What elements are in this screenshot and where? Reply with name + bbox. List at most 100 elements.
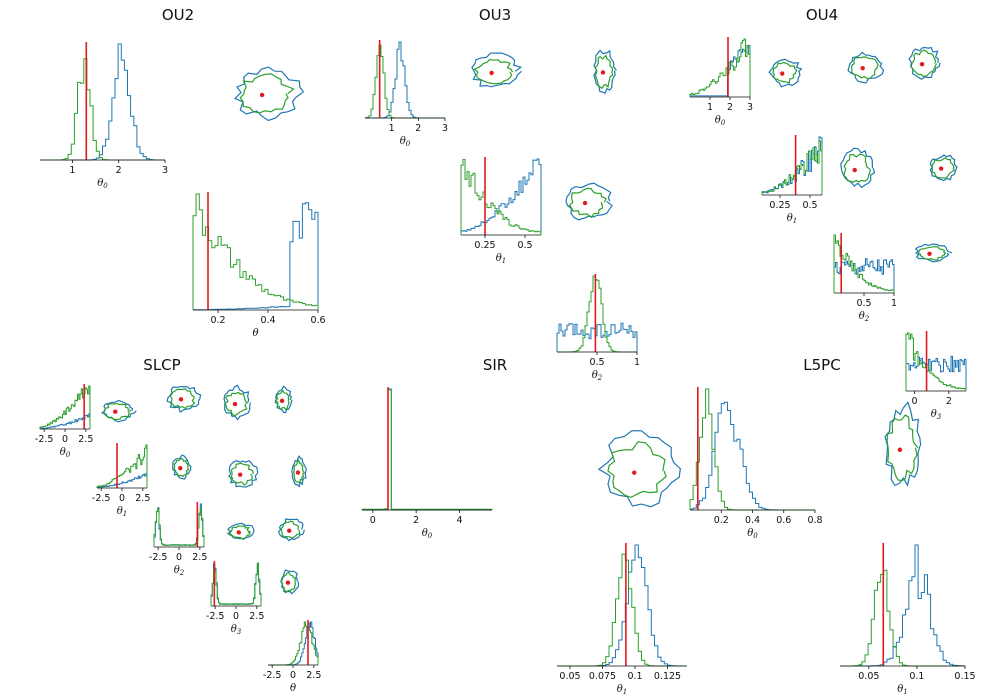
approx-contour <box>843 153 871 183</box>
x-tick-label: 0.1 <box>627 671 642 682</box>
x-axis-label: θ0 <box>60 447 71 459</box>
x-axis-label-sub: 1 <box>903 688 907 696</box>
x-axis-label: θ1 <box>617 684 628 696</box>
true-value-point <box>852 167 857 173</box>
approx-contour <box>224 391 249 417</box>
x-tick-label: 1 <box>389 123 395 134</box>
true-value-point <box>860 66 865 71</box>
x-tick-label: 0.2 <box>714 515 729 526</box>
approx-histogram <box>460 158 542 235</box>
x-tick-label: 0.2 <box>210 315 225 326</box>
x-tick-label: -2.5 <box>149 552 168 563</box>
approx-histogram <box>761 140 823 195</box>
true-value-point <box>232 401 238 407</box>
true-value-point <box>259 92 265 98</box>
approx-histogram <box>361 388 493 510</box>
x-axis-label: θ1 <box>787 213 798 225</box>
x-tick-label: 2.5 <box>78 434 93 445</box>
approx-contour <box>274 389 290 411</box>
x-axis-label-sub: 1 <box>502 257 506 265</box>
reference-contour <box>847 51 885 84</box>
reference-contour <box>840 147 876 189</box>
x-axis-label: θ2 <box>174 565 185 577</box>
x-axis-label: θ1 <box>496 253 507 265</box>
x-axis-label-sub: 3 <box>237 628 242 636</box>
x-axis-label: θ3 <box>931 409 942 421</box>
x-axis-label: θ2 <box>592 370 603 382</box>
approx-contour <box>910 49 937 78</box>
approx-contour <box>568 187 607 219</box>
x-tick-label: 2 <box>116 165 122 176</box>
approx-histogram <box>833 234 895 293</box>
x-axis-label-sub: 2 <box>179 569 185 577</box>
panel-l5pc: L5PC 0.2 0.4 0.6 0.8 θ0 0.05 0.1 0.15 θ1 <box>689 356 976 696</box>
approx-contour <box>228 525 251 540</box>
x-tick-label: 0.6 <box>310 315 325 326</box>
x-tick-label: 0.25 <box>769 200 790 211</box>
x-tick-label: 2 <box>415 123 421 134</box>
x-axis-label: θ2 <box>859 311 870 323</box>
x-axis-label: θ0 <box>400 136 411 148</box>
panel-title: SLCP <box>143 356 180 374</box>
x-tick-label: 0.8 <box>807 515 822 526</box>
x-axis-label-sub: 0 <box>753 532 758 540</box>
x-tick-label: 0.25 <box>474 240 495 251</box>
approx-contour <box>239 73 295 114</box>
x-axis-label: θ <box>290 683 296 694</box>
x-tick-label: 2 <box>727 102 733 113</box>
x-axis-label-sub: 1 <box>623 688 627 696</box>
reference-contour <box>908 46 941 80</box>
reference-histogram <box>833 258 895 293</box>
reference-contour <box>471 52 523 88</box>
reference-contour <box>166 385 202 413</box>
true-value-point <box>295 470 301 475</box>
approx-contour <box>292 459 305 484</box>
approx-histogram <box>268 621 319 666</box>
true-value-point <box>279 398 285 404</box>
x-axis-label-sub: 0 <box>103 182 108 190</box>
reference-histogram <box>761 136 823 195</box>
reference-histogram <box>460 158 542 235</box>
reference-contour <box>291 454 307 488</box>
reference-contour <box>597 430 682 508</box>
x-axis-label-sub: 0 <box>66 451 71 459</box>
panel-ou3: OU3 1 2 3 θ0 0.25 0.5 θ1 0.5 1 θ2 <box>364 6 640 382</box>
true-value-point <box>285 580 291 585</box>
approx-contour <box>850 56 879 80</box>
approx-contour <box>931 156 956 179</box>
true-value-point <box>938 166 944 171</box>
reference-contour <box>914 243 953 263</box>
approx-contour <box>772 61 798 84</box>
x-tick-label: 0 <box>62 434 68 445</box>
approx-histogram <box>153 508 205 547</box>
true-value-point <box>237 472 243 477</box>
x-tick-label: -2.5 <box>263 670 282 681</box>
x-tick-label: 4 <box>456 515 462 526</box>
reference-histogram <box>556 322 638 352</box>
approx-histogram <box>40 58 165 161</box>
reference-contour <box>228 460 259 488</box>
x-tick-label: 0.15 <box>954 671 975 682</box>
x-tick-label: 0 <box>233 611 239 622</box>
reference-contour <box>277 518 305 542</box>
reference-contour <box>233 66 305 122</box>
reference-histogram <box>40 43 165 161</box>
reference-histogram <box>905 355 967 391</box>
x-tick-label: 0.6 <box>776 515 791 526</box>
panel-sir: SIR 0 2 4 θ0 0.05 0.075 0.1 0.125 θ1 <box>361 356 687 696</box>
approx-histogram <box>192 193 319 310</box>
approx-histogram <box>96 444 148 488</box>
panel-ou2: OU2 1 2 3 θ0 0.2 0.4 0.6 θ <box>40 6 326 339</box>
x-tick-label: 0.05 <box>858 671 879 682</box>
approx-contour <box>886 414 919 482</box>
x-tick-label: -2.5 <box>206 611 225 622</box>
x-axis-label: θ0 <box>97 178 108 190</box>
x-tick-label: 0 <box>176 552 182 563</box>
approx-contour <box>280 571 297 593</box>
true-value-point <box>178 397 184 402</box>
x-tick-label: 0 <box>119 493 125 504</box>
true-value-point <box>600 70 606 75</box>
x-axis-label: θ1 <box>117 506 128 518</box>
approx-contour <box>169 388 196 410</box>
